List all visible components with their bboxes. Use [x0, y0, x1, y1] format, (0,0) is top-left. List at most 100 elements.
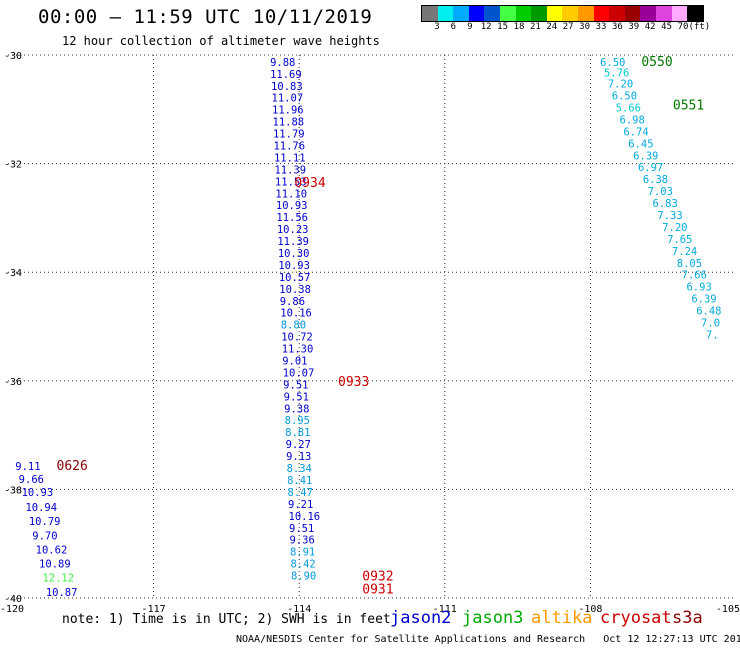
swh-value: 7.66 — [682, 270, 707, 282]
swh-value: 7.20 — [608, 79, 633, 91]
pass-time-label: 0934 — [294, 176, 325, 191]
swh-value: 10.94 — [25, 502, 57, 514]
swh-value: 10.57 — [279, 272, 311, 284]
swh-value: 7.0 — [701, 318, 720, 330]
swh-value: 8.90 — [291, 571, 316, 583]
swh-value: 9.66 — [19, 474, 44, 486]
footer-credit: NOAA/NESDIS Center for Satellite Applica… — [236, 634, 740, 645]
swh-value: 10.93 — [22, 487, 54, 499]
swh-value: 8.42 — [290, 559, 315, 571]
scale-label: 39 — [628, 22, 640, 32]
lat-tick-label: -30 — [4, 51, 22, 62]
swh-value: 7.24 — [672, 246, 697, 258]
swh-value: 10.93 — [276, 200, 308, 212]
scale-swatch — [484, 6, 500, 21]
satellite-label-jason2: jason2 — [390, 608, 452, 628]
swh-value: 11.76 — [273, 140, 305, 152]
swh-value: 10.07 — [283, 367, 315, 379]
axis-labels: -30 -32 -34 -36 -38 -40-120 -117 -114 -111 -108 -1… — [0, 51, 740, 615]
swh-value: 5.66 — [616, 102, 641, 114]
swh-value: 11.39 — [277, 236, 309, 248]
swh-value: 11.96 — [272, 105, 304, 117]
swh-value: 8.34 — [287, 463, 312, 475]
swh-value: 6.38 — [643, 174, 668, 186]
color-scale-bar — [421, 5, 704, 22]
swh-value: 12.12 — [42, 573, 74, 585]
scale-swatch — [593, 6, 610, 21]
swh-value: 10.79 — [29, 516, 61, 528]
swh-value: 6.74 — [623, 126, 648, 138]
swh-value: 6.50 — [600, 57, 625, 69]
swh-value: 9.27 — [286, 439, 311, 451]
swh-value: 11.39 — [274, 164, 306, 176]
swh-value: 7.03 — [648, 186, 673, 198]
swh-value: 7.33 — [657, 210, 682, 222]
swh-value: 5.76 — [604, 68, 629, 80]
swh-value: 6.48 — [696, 306, 721, 318]
swh-value: 8.41 — [287, 475, 312, 487]
scale-swatch — [655, 6, 672, 21]
satellite-label-cryosat: cryosat — [600, 608, 672, 628]
scale-swatch — [531, 6, 547, 21]
scale-label: 3 — [434, 22, 440, 32]
scale-label: 33 — [595, 22, 607, 32]
scale-swatch — [562, 6, 578, 21]
swh-value: 6.39 — [691, 294, 716, 306]
satellite-label-altika: altika — [531, 608, 593, 628]
scale-label: 42 — [644, 22, 656, 32]
scale-label: 30 — [579, 22, 591, 32]
swh-value: 9.88 — [270, 57, 295, 69]
scale-label: 18 — [513, 22, 525, 32]
swh-value: 11.56 — [276, 212, 308, 224]
swh-value: 6.39 — [633, 150, 658, 162]
swh-value: 10.30 — [278, 248, 310, 260]
footer-credit-text: NOAA/NESDIS Center for Satellite Applica… — [236, 634, 586, 645]
scale-label: 12 — [480, 22, 492, 32]
swh-value: 8.05 — [677, 258, 702, 270]
swh-value: 11.88 — [273, 117, 305, 129]
lon-tick-label: -114 — [287, 604, 311, 615]
lat-tick-label: -38 — [4, 485, 22, 496]
swh-value: 9.36 — [289, 535, 314, 547]
pass-time-label: 0931 — [362, 583, 393, 598]
swh-value: 11.07 — [272, 93, 304, 105]
swh-value: 10.89 — [39, 559, 71, 571]
scale-swatch — [640, 6, 656, 21]
swh-value: 10.23 — [277, 224, 309, 236]
footer-timestamp: Oct 12 12:27:13 UTC 2019 — [603, 634, 740, 645]
swh-value: 11.30 — [282, 344, 314, 356]
swh-value: 9.21 — [288, 499, 313, 511]
scale-label: 15 — [497, 22, 509, 32]
map-grid — [8, 54, 736, 599]
swh-value: 11.10 — [275, 188, 307, 200]
scale-label: 70 — [677, 22, 689, 32]
pass-time-label: 0626 — [57, 459, 88, 474]
lon-tick-label: -120 — [0, 604, 24, 615]
swh-value: 9.86 — [280, 296, 305, 308]
lon-tick-label: -111 — [433, 604, 457, 615]
scale-label: (ft) — [688, 22, 711, 32]
swh-value: 10.62 — [36, 544, 68, 556]
pass-time-label: 0551 — [673, 98, 704, 113]
swh-value: 9.13 — [286, 451, 311, 463]
pass-time-label: 0933 — [338, 375, 369, 390]
lon-tick-label: -105 — [716, 604, 740, 615]
scale-swatch — [422, 6, 438, 21]
swh-value: 9.51 — [289, 523, 314, 535]
lon-tick-label: -108 — [578, 604, 602, 615]
swh-value: 7. — [706, 329, 719, 341]
swh-value: 9.38 — [284, 403, 309, 415]
scale-swatch — [437, 6, 454, 21]
scale-swatch — [499, 6, 516, 21]
map-title: 00:00 – 11:59 UTC 10/11/2019 — [38, 6, 373, 28]
swh-value: 10.87 — [46, 587, 78, 599]
swh-value: 9.01 — [282, 356, 307, 368]
swh-value: 7.65 — [667, 234, 692, 246]
scale-label: 27 — [562, 22, 574, 32]
swh-points: 9.8811.6910.8311.0711.9611.8811.7911.761… — [15, 57, 721, 599]
satellite-label-s3a: s3a — [672, 608, 703, 628]
pass-time-label: 0932 — [362, 570, 393, 585]
swh-value: 10.72 — [281, 332, 313, 344]
swh-value: 11.69 — [270, 69, 302, 81]
scale-swatch — [515, 6, 532, 21]
